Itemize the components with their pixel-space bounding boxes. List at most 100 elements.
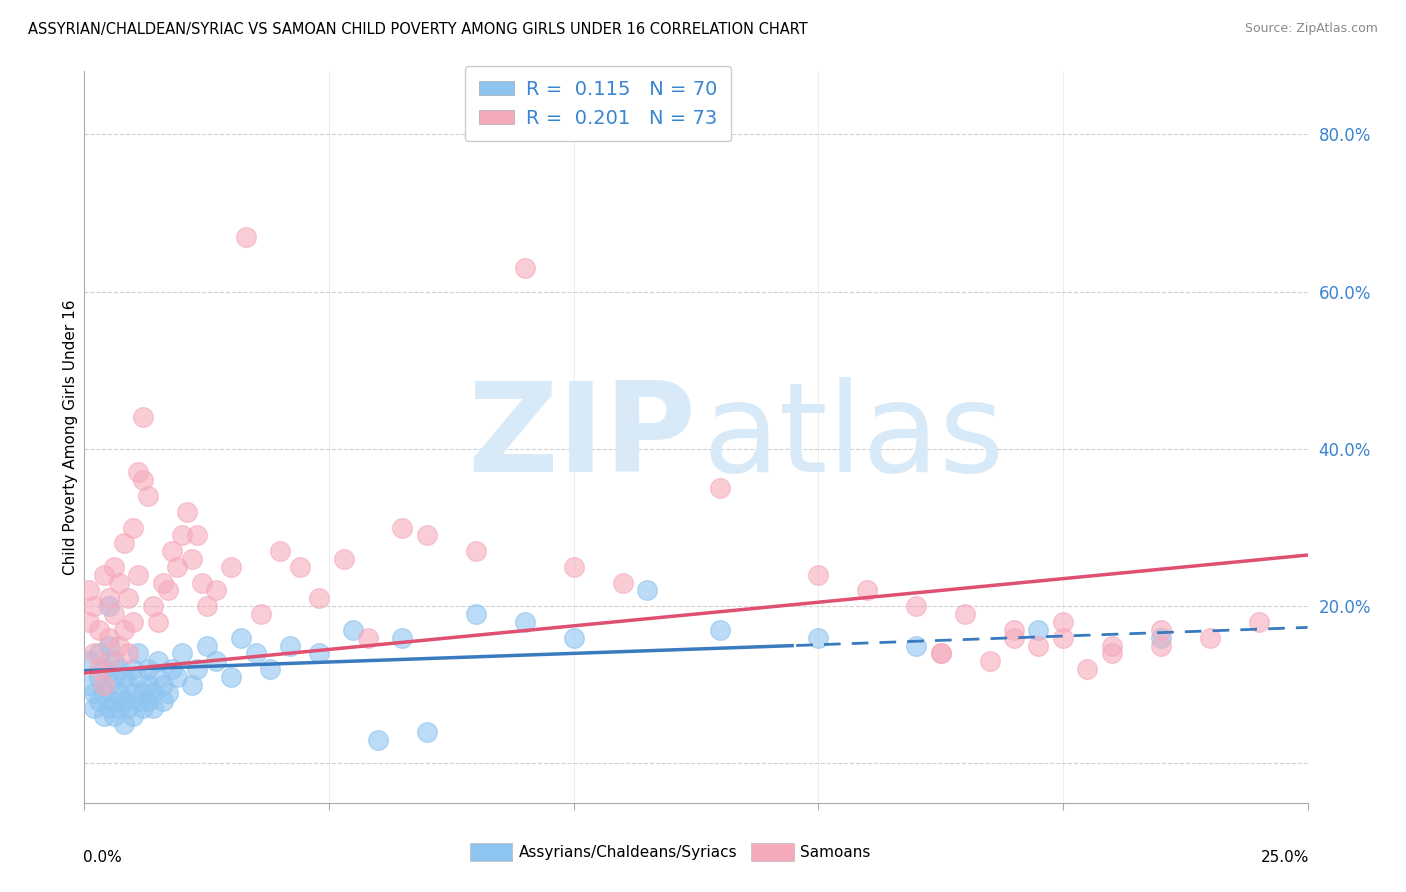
Point <box>83 701 105 715</box>
Point <box>127 646 149 660</box>
Point <box>166 559 188 574</box>
Point <box>308 591 330 606</box>
Point <box>122 615 145 629</box>
Point <box>146 615 169 629</box>
Text: Assyrians/Chaldeans/Syriacs: Assyrians/Chaldeans/Syriacs <box>519 845 737 860</box>
Point <box>1052 631 1074 645</box>
Point <box>136 678 159 692</box>
Point <box>156 686 179 700</box>
Point <box>103 654 125 668</box>
Point <box>93 678 115 692</box>
Point <box>181 678 204 692</box>
Point <box>191 575 214 590</box>
Point <box>562 559 585 574</box>
Point <box>162 662 184 676</box>
Point <box>929 646 952 660</box>
Point <box>142 701 165 715</box>
Point <box>953 607 976 621</box>
Point <box>107 701 129 715</box>
Point <box>905 599 928 614</box>
Point <box>205 654 228 668</box>
Point <box>77 654 100 668</box>
Point <box>367 732 389 747</box>
Point <box>1028 623 1050 637</box>
Point <box>127 693 149 707</box>
Point <box>103 670 125 684</box>
Point <box>172 646 194 660</box>
Point <box>112 693 135 707</box>
Point <box>77 678 100 692</box>
Point <box>97 591 120 606</box>
Point <box>219 559 242 574</box>
Point <box>172 528 194 542</box>
Point <box>93 662 115 676</box>
Point <box>416 725 439 739</box>
Point <box>219 670 242 684</box>
Point <box>235 229 257 244</box>
Point <box>146 670 169 684</box>
Point <box>83 646 105 660</box>
Point <box>132 701 155 715</box>
Point <box>142 686 165 700</box>
Point <box>357 631 380 645</box>
Point <box>245 646 267 660</box>
Point <box>709 623 731 637</box>
Point <box>136 662 159 676</box>
Point <box>464 544 486 558</box>
Point <box>186 528 208 542</box>
Point <box>905 639 928 653</box>
Point <box>166 670 188 684</box>
Text: 0.0%: 0.0% <box>83 850 122 865</box>
Text: atlas: atlas <box>702 376 1004 498</box>
Point <box>612 575 634 590</box>
Point <box>1052 615 1074 629</box>
Point <box>136 489 159 503</box>
Point <box>186 662 208 676</box>
Point <box>513 260 536 275</box>
Point <box>127 567 149 582</box>
Point <box>195 599 218 614</box>
Point <box>979 654 1001 668</box>
Point <box>1101 639 1123 653</box>
FancyBboxPatch shape <box>751 843 794 862</box>
Point <box>181 552 204 566</box>
Point <box>87 670 110 684</box>
FancyBboxPatch shape <box>470 843 513 862</box>
Point <box>342 623 364 637</box>
Point <box>636 583 658 598</box>
Point <box>117 701 139 715</box>
Point <box>259 662 281 676</box>
Text: ASSYRIAN/CHALDEAN/SYRIAC VS SAMOAN CHILD POVERTY AMONG GIRLS UNDER 16 CORRELATIO: ASSYRIAN/CHALDEAN/SYRIAC VS SAMOAN CHILD… <box>28 22 808 37</box>
Point <box>97 678 120 692</box>
Point <box>77 583 100 598</box>
Point <box>122 520 145 534</box>
Text: Samoans: Samoans <box>800 845 870 860</box>
Point <box>308 646 330 660</box>
Point <box>87 662 110 676</box>
Point <box>103 559 125 574</box>
Point <box>391 631 413 645</box>
Point <box>97 701 120 715</box>
Point <box>122 686 145 700</box>
Point <box>562 631 585 645</box>
Point <box>103 607 125 621</box>
Text: 25.0%: 25.0% <box>1260 850 1309 865</box>
Point <box>122 709 145 723</box>
Point <box>83 599 105 614</box>
Point <box>807 567 830 582</box>
Point <box>132 473 155 487</box>
Text: Source: ZipAtlas.com: Source: ZipAtlas.com <box>1244 22 1378 36</box>
Point <box>103 693 125 707</box>
Point <box>117 591 139 606</box>
Point <box>249 607 271 621</box>
Point <box>416 528 439 542</box>
Point <box>1150 631 1173 645</box>
Point <box>156 583 179 598</box>
Point <box>332 552 354 566</box>
Point <box>127 670 149 684</box>
Point <box>93 709 115 723</box>
Point <box>83 686 105 700</box>
Y-axis label: Child Poverty Among Girls Under 16: Child Poverty Among Girls Under 16 <box>63 300 77 574</box>
Point <box>205 583 228 598</box>
Point <box>97 654 120 668</box>
